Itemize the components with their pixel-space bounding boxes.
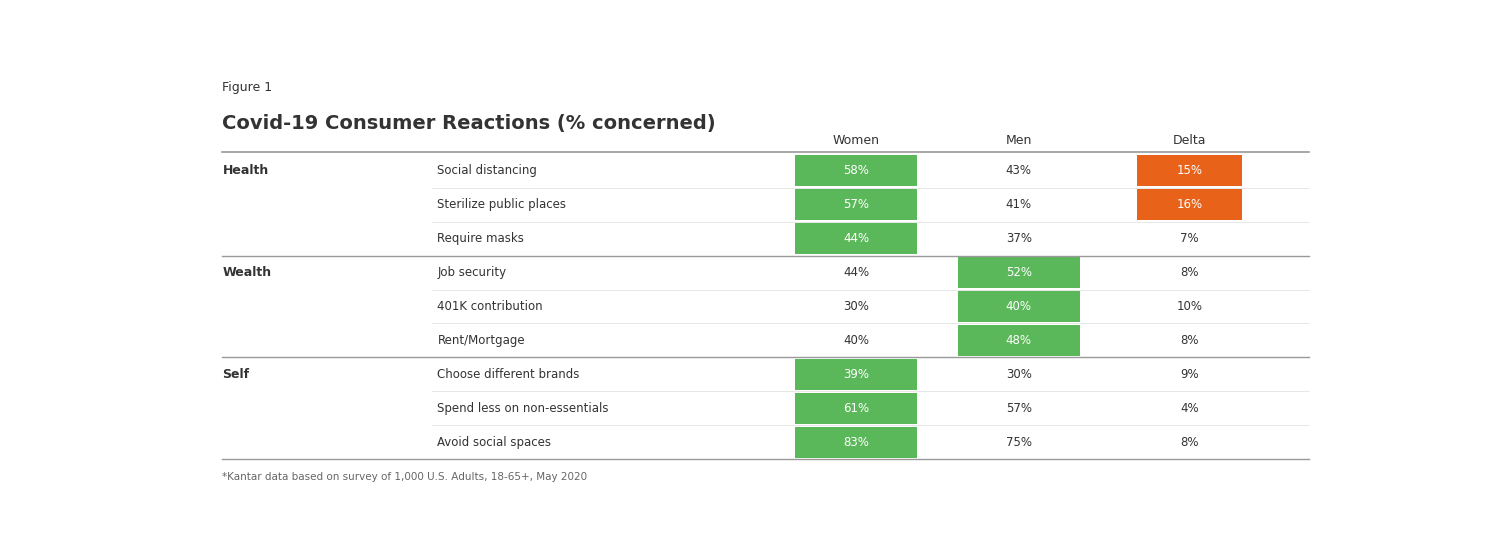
FancyBboxPatch shape (795, 223, 916, 254)
Text: 41%: 41% (1005, 198, 1032, 211)
Text: Self: Self (222, 368, 249, 381)
Text: Social distancing: Social distancing (438, 164, 537, 177)
Text: 8%: 8% (1180, 334, 1198, 347)
FancyBboxPatch shape (795, 427, 916, 458)
Text: 30%: 30% (1005, 368, 1032, 381)
Text: Require masks: Require masks (438, 232, 525, 245)
FancyBboxPatch shape (957, 291, 1080, 322)
Text: 16%: 16% (1176, 198, 1203, 211)
Text: Men: Men (1005, 134, 1032, 147)
FancyBboxPatch shape (1137, 155, 1242, 186)
Text: 8%: 8% (1180, 436, 1198, 449)
Text: Rent/Mortgage: Rent/Mortgage (438, 334, 525, 347)
Text: 61%: 61% (843, 402, 868, 415)
Text: 39%: 39% (843, 368, 868, 381)
Text: *Kantar data based on survey of 1,000 U.S. Adults, 18-65+, May 2020: *Kantar data based on survey of 1,000 U.… (222, 472, 588, 482)
Text: Avoid social spaces: Avoid social spaces (438, 436, 552, 449)
FancyBboxPatch shape (957, 257, 1080, 288)
Text: 15%: 15% (1176, 164, 1203, 177)
Text: Women: Women (833, 134, 879, 147)
Text: 58%: 58% (843, 164, 868, 177)
Text: 57%: 57% (843, 198, 868, 211)
Text: 9%: 9% (1180, 368, 1198, 381)
FancyBboxPatch shape (795, 359, 916, 390)
Text: 48%: 48% (1005, 334, 1032, 347)
Text: Health: Health (222, 164, 268, 177)
Text: Sterilize public places: Sterilize public places (438, 198, 567, 211)
Text: 52%: 52% (1005, 266, 1032, 279)
Text: Figure 1: Figure 1 (222, 81, 273, 94)
Text: 57%: 57% (1005, 402, 1032, 415)
FancyBboxPatch shape (795, 155, 916, 186)
Text: 401K contribution: 401K contribution (438, 300, 543, 313)
Text: Choose different brands: Choose different brands (438, 368, 580, 381)
Text: 37%: 37% (1005, 232, 1032, 245)
Text: 44%: 44% (843, 266, 868, 279)
Text: Wealth: Wealth (222, 266, 272, 279)
Text: Job security: Job security (438, 266, 507, 279)
Text: 83%: 83% (843, 436, 868, 449)
Text: 7%: 7% (1180, 232, 1198, 245)
Text: 44%: 44% (843, 232, 868, 245)
FancyBboxPatch shape (795, 393, 916, 424)
Text: 10%: 10% (1176, 300, 1203, 313)
Text: 75%: 75% (1005, 436, 1032, 449)
Text: 4%: 4% (1180, 402, 1198, 415)
FancyBboxPatch shape (795, 189, 916, 220)
Text: 40%: 40% (1005, 300, 1032, 313)
Text: Spend less on non-essentials: Spend less on non-essentials (438, 402, 609, 415)
Text: 30%: 30% (843, 300, 868, 313)
Text: 43%: 43% (1005, 164, 1032, 177)
FancyBboxPatch shape (1137, 189, 1242, 220)
Text: 8%: 8% (1180, 266, 1198, 279)
Text: Covid-19 Consumer Reactions (% concerned): Covid-19 Consumer Reactions (% concerned… (222, 114, 716, 133)
Text: 40%: 40% (843, 334, 868, 347)
Text: Delta: Delta (1173, 134, 1206, 147)
FancyBboxPatch shape (957, 325, 1080, 356)
